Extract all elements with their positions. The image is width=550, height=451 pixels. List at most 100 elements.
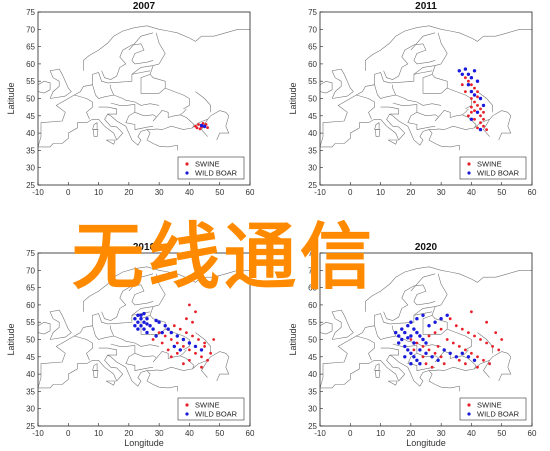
data-point-wild-boar: [445, 313, 449, 317]
data-point-swine: [194, 351, 197, 355]
data-point-wild-boar: [478, 127, 483, 132]
data-point-swine: [160, 341, 164, 345]
coastline: [146, 129, 178, 151]
coastline: [180, 349, 187, 357]
legend-label: WILD BOAR: [477, 410, 520, 419]
data-point-swine: [476, 95, 479, 99]
coastline: [356, 335, 375, 361]
coastline: [477, 91, 493, 113]
data-point-wild-boar: [418, 334, 422, 338]
x-tick-label: -10: [32, 188, 44, 197]
data-point-swine: [194, 310, 197, 314]
data-point-wild-boar: [133, 324, 137, 328]
legend-marker: [467, 171, 471, 175]
data-point-wild-boar: [409, 334, 413, 338]
data-point-swine: [427, 334, 431, 338]
data-point-wild-boar: [475, 110, 480, 115]
legend-box: [177, 156, 245, 180]
coastline: [375, 370, 381, 378]
y-tick-label: 60: [26, 301, 35, 310]
x-tick-label: 0: [66, 429, 71, 438]
data-point-swine: [169, 338, 173, 341]
data-point-wild-boar: [409, 351, 413, 355]
data-point-wild-boar: [163, 324, 167, 328]
coastline: [431, 306, 436, 316]
panel-title: 2020: [415, 242, 438, 253]
data-point-swine: [182, 345, 185, 348]
data-point-swine: [424, 362, 428, 366]
data-point-wild-boar: [136, 320, 140, 324]
coastline: [447, 87, 472, 110]
coastline: [128, 273, 154, 292]
data-point-swine: [151, 338, 155, 341]
data-point-wild-boar: [199, 348, 204, 352]
data-point-swine: [157, 331, 161, 334]
y-axis-label: Latitude: [6, 323, 16, 355]
coastline: [201, 119, 208, 137]
coastline: [392, 102, 417, 106]
data-point-wild-boar: [442, 348, 446, 352]
legend-marker: [185, 162, 189, 166]
data-point-swine: [488, 362, 491, 366]
y-tick-label: 35: [26, 387, 35, 396]
data-point-swine: [460, 327, 464, 331]
data-point-swine: [198, 127, 202, 131]
data-point-wild-boar: [418, 362, 422, 366]
coastline: [101, 284, 154, 321]
data-point-swine: [195, 126, 199, 130]
x-tick-label: -10: [32, 429, 44, 438]
x-tick-label: 10: [94, 188, 103, 197]
legend-marker: [467, 403, 471, 407]
coastline: [320, 109, 477, 148]
coastline: [93, 129, 99, 137]
data-point-wild-boar: [145, 317, 149, 321]
x-tick-label: 10: [376, 188, 385, 197]
data-point-wild-boar: [427, 324, 431, 328]
coastline: [125, 112, 154, 130]
data-point-wild-boar: [448, 351, 452, 355]
y-tick-label: 65: [26, 43, 35, 52]
legend-box: [177, 397, 245, 421]
data-point-wild-boar: [478, 96, 483, 101]
coastline: [98, 347, 117, 356]
x-tick-label: 30: [155, 429, 164, 438]
data-point-wild-boar: [421, 313, 425, 317]
y-tick-label: 25: [26, 181, 35, 190]
coastline: [155, 32, 166, 65]
coastline: [331, 68, 354, 99]
data-point-swine: [479, 121, 482, 125]
data-point-wild-boar: [424, 341, 428, 345]
data-point-swine: [421, 345, 425, 348]
x-tick-label: 60: [246, 429, 255, 438]
data-point-swine: [467, 79, 470, 83]
x-axis-label: Longitude: [406, 438, 446, 448]
data-point-swine: [473, 109, 476, 112]
data-point-wild-boar: [139, 324, 143, 328]
data-point-wild-boar: [142, 320, 146, 324]
y-tick-label: 55: [26, 77, 35, 86]
data-point-swine: [491, 345, 494, 348]
y-tick-label: 60: [26, 60, 35, 69]
y-tick-label: 40: [308, 370, 317, 379]
y-tick-label: 75: [308, 249, 317, 258]
x-tick-label: 50: [497, 429, 506, 438]
data-point-swine: [470, 97, 473, 100]
coastline: [38, 80, 51, 94]
data-point-swine: [188, 303, 191, 307]
y-tick-label: 60: [308, 301, 317, 310]
data-point-wild-boar: [148, 324, 152, 328]
data-point-wild-boar: [436, 358, 440, 362]
data-point-wild-boar: [178, 348, 182, 352]
y-tick-label: 70: [308, 25, 317, 34]
coastline: [83, 266, 160, 312]
data-point-wild-boar: [460, 351, 464, 355]
coastline: [201, 360, 208, 378]
data-point-swine: [166, 348, 170, 352]
coastline: [380, 106, 399, 115]
plot-area: [320, 12, 532, 185]
data-point-wild-boar: [430, 355, 434, 359]
coastline: [155, 273, 166, 306]
data-point-wild-boar: [154, 334, 158, 338]
